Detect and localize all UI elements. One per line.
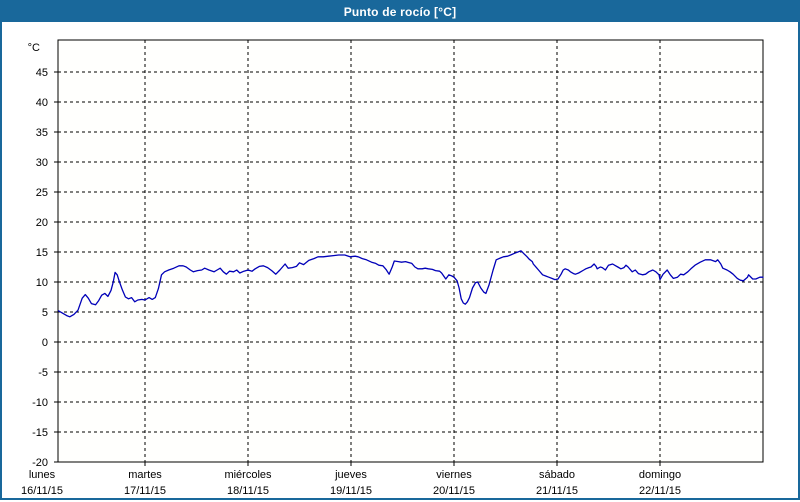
x-day-date-label: 17/11/15 [124,485,166,497]
y-axis-unit-label: °C [28,42,40,54]
y-tick-label: 40 [36,97,48,109]
y-tick-label: 15 [36,247,48,259]
x-day-name-label: sábado [539,469,575,481]
y-tick-label: 0 [42,337,48,349]
y-tick-label: -10 [32,397,48,409]
y-tick-label: 35 [36,127,48,139]
x-day-date-label: 18/11/15 [227,485,269,497]
y-tick-label: -15 [32,427,48,439]
x-day-date-label: 22/11/15 [639,485,681,497]
x-day-date-label: 21/11/15 [536,485,578,497]
y-tick-label: 20 [36,217,48,229]
y-tick-label: 45 [36,67,48,79]
dewpoint-line-series [57,250,764,318]
y-tick-label: 5 [42,307,48,319]
y-tick-label: 30 [36,157,48,169]
x-day-date-label: 16/11/15 [21,485,63,497]
y-tick-label: 10 [36,277,48,289]
y-tick-label: -20 [32,457,48,469]
vertical-gridlines [144,40,661,462]
x-day-name-label: jueves [334,469,367,481]
y-tick-label: 25 [36,187,48,199]
y-tick-label: -5 [38,367,48,379]
x-day-name-label: viernes [436,469,472,481]
x-day-name-label: domingo [639,469,681,481]
x-day-name-label: miércoles [224,469,272,481]
x-day-date-label: 20/11/15 [433,485,475,497]
x-day-date-label: 19/11/15 [330,485,372,497]
x-axis: lunes 16/11/15 martes 17/11/15 miércoles 18/1… [21,462,681,497]
plot-area [57,39,764,463]
y-axis: 45 40 35 30 25 20 15 10 5 0 -5 -10 -15 -20 °C [28,42,58,469]
chart-title-bar: Punto de rocío [°C] [2,2,798,22]
x-day-name-label: martes [128,469,162,481]
chart-title: Punto de rocío [°C] [343,5,457,19]
x-day-name-label: lunes [29,469,56,481]
